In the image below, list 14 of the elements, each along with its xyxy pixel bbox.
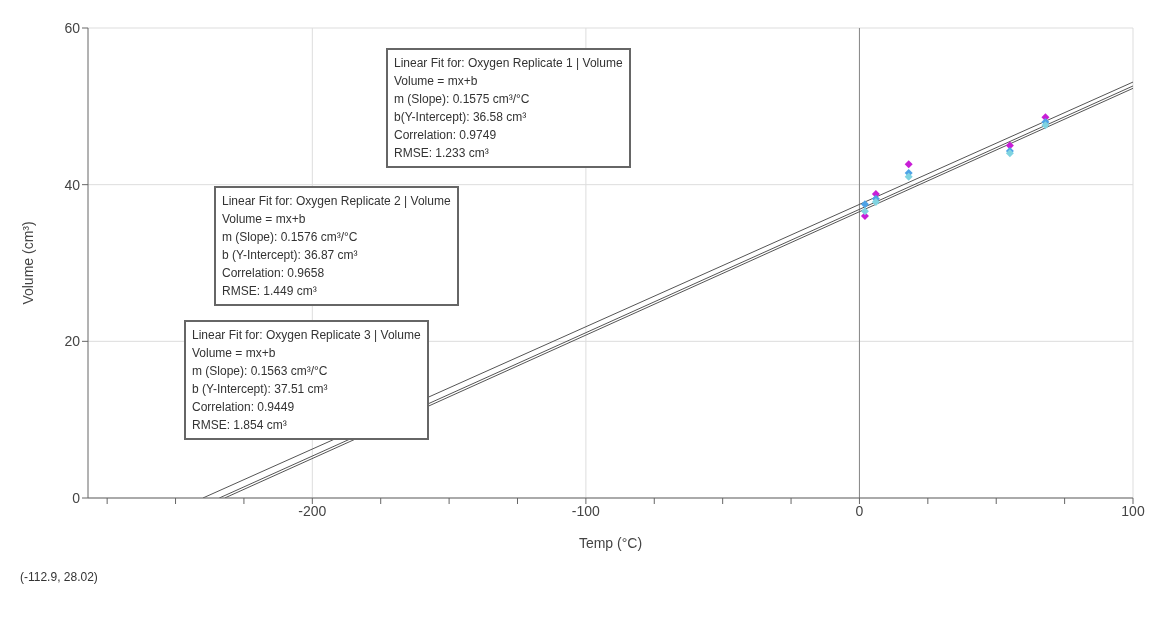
y-tick-label: 40 bbox=[64, 176, 81, 193]
x-tick-label: 0 bbox=[855, 502, 864, 519]
x-axis-title: Temp (°C) bbox=[578, 535, 643, 551]
annotation: Linear Fit for: Oxygen Replicate 3 | Volume Volume = mx+b m (Slope): 0.1563 cm³/°C b (Y-Intercept): 37.51 cm³ Correlation: 0.9449 RMSE: 1.854 cm³ bbox=[184, 320, 429, 440]
y-tick-label: 60 bbox=[64, 19, 81, 36]
x-tick-label: 100 bbox=[1121, 502, 1145, 519]
annotation: Linear Fit for: Oxygen Replicate 2 | Volume Volume = mx+b m (Slope): 0.1576 cm³/°C b (Y-Intercept): 36.87 cm³ Correlation: 0.9658 RMSE: 1.449 cm³ bbox=[214, 186, 459, 306]
y-axis-title: Volume (cm³) bbox=[19, 221, 36, 305]
x-tick-label: -100 bbox=[571, 502, 601, 519]
y-tick-label: 0 bbox=[72, 489, 81, 506]
x-tick-label: -200 bbox=[298, 502, 327, 519]
text: (-112.9, 28.02) bbox=[20, 569, 98, 586]
y-tick-label: 20 bbox=[64, 333, 81, 350]
annotation: Linear Fit for: Oxygen Replicate 1 | Volume Volume = mx+b m (Slope): 0.1575 cm³/°C b(Y-Intercept): 36.58 cm³ Correlation: 0.9749 RMSE: 1.233 cm³ bbox=[386, 48, 631, 168]
